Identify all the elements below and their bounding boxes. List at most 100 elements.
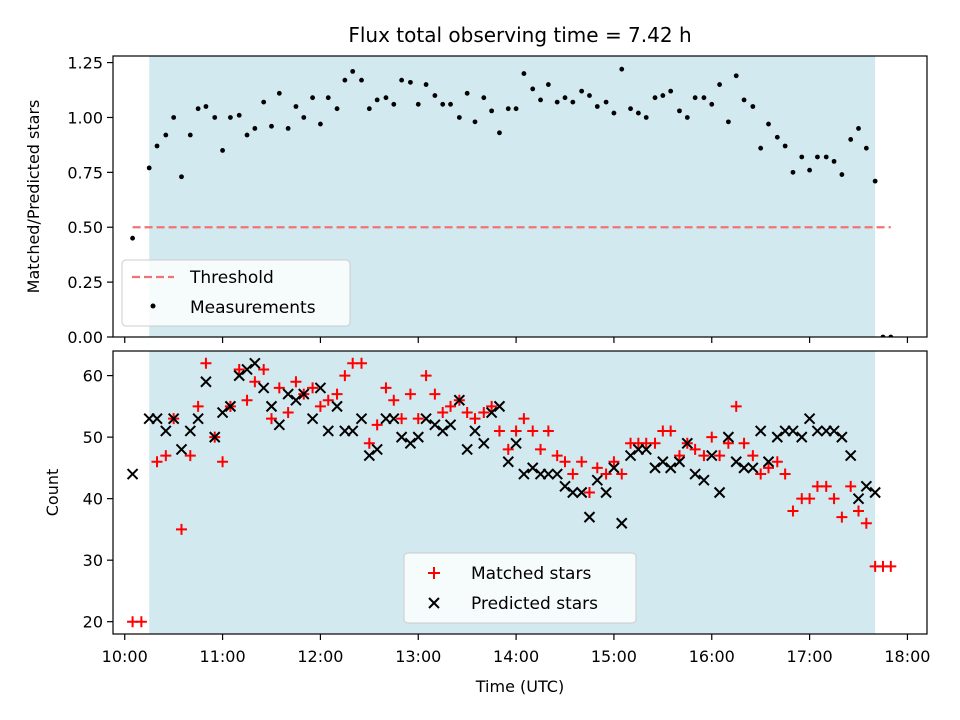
measurement-point: [545, 82, 551, 87]
measurement-point: [709, 101, 715, 107]
y-tick-label: 30: [83, 551, 103, 570]
predicted-star-point: [184, 425, 196, 437]
measurement-point: [261, 99, 267, 105]
matched-star-point: [160, 450, 172, 462]
matched-star-point: [420, 370, 432, 382]
predicted-star-point: [298, 388, 310, 400]
measurement-point: [195, 106, 201, 112]
predicted-star-point: [616, 517, 628, 529]
predicted-star-point: [689, 468, 701, 480]
matched-star-point: [527, 425, 539, 437]
matched-star-point: [290, 376, 302, 388]
measurement-point: [366, 106, 372, 112]
plot-frame: [112, 350, 928, 635]
predicted-star-point: [673, 456, 686, 468]
measurement-point: [415, 101, 421, 107]
predicted-star-point: [747, 462, 759, 474]
matched-star-point: [738, 437, 750, 449]
measurement-point: [848, 137, 854, 142]
measurement-point: [489, 108, 495, 114]
measurement-point: [293, 104, 299, 109]
predicted-star-point: [836, 431, 848, 443]
matched-star-point: [363, 437, 375, 449]
measurement-point: [350, 68, 356, 74]
measurement-point: [269, 123, 274, 129]
x-axis-ticks: [124, 337, 909, 343]
predicted-star-point: [233, 369, 245, 382]
matched-star-point: [698, 450, 710, 462]
measurement-point: [603, 99, 609, 105]
predicted-star-point: [787, 425, 799, 437]
matched-star-point: [714, 450, 726, 462]
measurement-points: [130, 66, 894, 337]
measurement-point: [146, 165, 152, 171]
matched-star-point: [217, 456, 229, 468]
matched-star-point: [722, 437, 734, 449]
measurement-point: [611, 110, 617, 116]
legend-matched-swatch: [428, 567, 440, 579]
measurement-point: [276, 90, 282, 96]
matched-star-point: [371, 419, 383, 431]
measurement-point: [342, 77, 348, 83]
predicted-star-point: [469, 425, 481, 437]
measurement-point: [530, 86, 536, 92]
y-tick-label: 1.25: [67, 54, 103, 73]
y-axis-label: Matched/Predicted stars: [24, 100, 43, 294]
matched-star-point: [755, 468, 767, 480]
predicted-star-point: [257, 382, 270, 394]
y-tick-label: 1.00: [67, 108, 103, 127]
measurement-point: [432, 93, 438, 98]
counts-panel: 20 30 40 50 60 10:00 11:00 12:00 13:00 14:00 15:0…: [43, 350, 930, 696]
matched-star-point: [689, 443, 701, 455]
measurement-point: [154, 143, 160, 149]
predicted-star-point: [388, 412, 400, 425]
x-tick-label: 15:00: [591, 647, 637, 666]
predicted-star-point: [860, 480, 873, 493]
predicted-star-point: [331, 400, 343, 413]
flux-ratio-panel: 0.00 0.25 0.50 0.75 1.00 1.25 Flux total obse…: [24, 23, 928, 347]
y-tick-label: 0.75: [67, 163, 103, 182]
measurement-point: [594, 104, 600, 109]
predicted-star-point: [828, 425, 840, 437]
measurement-point: [318, 121, 323, 127]
matched-star-point: [175, 523, 187, 535]
x-axis-label: Time (UTC): [475, 677, 564, 696]
matched-star-point: [600, 468, 612, 480]
matched-star-point: [151, 456, 163, 468]
matched-star-point: [307, 382, 319, 394]
matched-star-point: [331, 388, 343, 400]
y-tick-label: 40: [83, 490, 103, 509]
matched-star-point: [747, 450, 759, 462]
measurement-point: [301, 115, 307, 120]
predicted-star-point: [209, 431, 221, 443]
measurement-point: [383, 95, 389, 101]
matched-star-point: [135, 616, 147, 628]
predicted-star-point: [249, 357, 261, 370]
matched-star-point: [322, 394, 334, 406]
predicted-star-point: [713, 486, 726, 499]
measurement-point: [725, 119, 731, 125]
predicted-star-point: [502, 456, 514, 468]
predicted-star-point: [282, 388, 294, 400]
measurement-point: [628, 106, 633, 112]
matched-star-point: [339, 370, 351, 382]
predicted-star-point: [852, 492, 865, 505]
matched-star-point: [493, 425, 505, 437]
predicted-star-point: [453, 394, 466, 406]
measurement-point: [538, 97, 543, 103]
measurement-point: [799, 154, 805, 160]
measurement-point: [741, 97, 747, 103]
predicted-star-point: [738, 462, 750, 474]
x-tick-label: 11:00: [200, 647, 246, 666]
measurement-point: [513, 106, 519, 112]
matched-star-point: [608, 456, 620, 468]
legend-box: [403, 552, 637, 624]
matched-star-point: [486, 400, 498, 412]
x-axis-ticks: 10:00 11:00 12:00 13:00 14:00 15:00 16:00 17:00…: [102, 634, 930, 666]
measurement-point: [448, 101, 453, 107]
predicted-star-point: [664, 462, 677, 474]
measurement-point: [839, 172, 845, 177]
matched-star-point: [771, 456, 783, 468]
matched-star-point: [576, 456, 588, 468]
